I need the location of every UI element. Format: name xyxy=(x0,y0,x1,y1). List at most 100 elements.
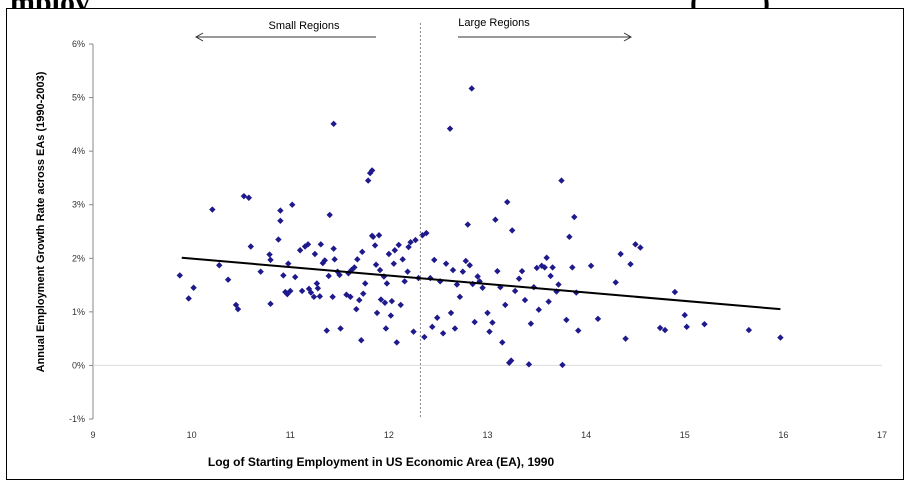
data-point xyxy=(571,213,578,221)
data-point xyxy=(304,241,312,248)
data-point xyxy=(245,194,253,201)
data-point xyxy=(442,260,450,267)
data-point xyxy=(559,361,566,369)
data-point xyxy=(391,247,398,254)
data-point xyxy=(587,262,595,269)
data-point xyxy=(423,229,430,237)
data-point xyxy=(405,243,412,251)
data-point xyxy=(777,334,784,341)
data-point xyxy=(280,272,287,279)
data-point xyxy=(492,216,499,223)
data-point xyxy=(240,192,248,200)
data-point xyxy=(316,293,324,300)
data-point xyxy=(330,120,337,128)
data-point xyxy=(446,125,454,132)
data-point xyxy=(745,326,753,334)
x-tick-label: 16 xyxy=(778,430,788,440)
data-point xyxy=(566,233,573,241)
data-point xyxy=(376,266,384,274)
data-point xyxy=(266,251,273,258)
data-point xyxy=(373,309,381,317)
data-point xyxy=(410,328,417,335)
data-point xyxy=(563,316,570,324)
data-point xyxy=(453,281,461,288)
data-point xyxy=(209,206,216,213)
data-point xyxy=(456,293,464,301)
data-point xyxy=(388,297,396,305)
data-point xyxy=(701,320,708,328)
data-point xyxy=(471,318,478,326)
data-point xyxy=(656,324,664,332)
data-point xyxy=(407,239,414,246)
data-point xyxy=(617,250,624,258)
data-point xyxy=(390,260,398,267)
data-point xyxy=(307,289,315,296)
data-point xyxy=(387,312,395,319)
data-point xyxy=(494,267,501,275)
data-point xyxy=(533,264,541,272)
x-axis-label: Log of Starting Employment in US Economi… xyxy=(208,455,555,469)
data-point xyxy=(337,325,344,332)
data-point xyxy=(325,272,332,280)
data-point xyxy=(385,250,393,258)
x-tick-label: 14 xyxy=(581,430,591,440)
data-point xyxy=(285,260,292,267)
data-point xyxy=(535,306,542,313)
data-point xyxy=(234,305,242,313)
chart-frame: -1% 0% 1% 2% 3% 4% 5% 6% 9 10 11 12 13 14 15 16 17 Log o… xyxy=(6,8,904,480)
data-point xyxy=(449,266,457,274)
data-point xyxy=(683,323,690,331)
data-point xyxy=(462,257,470,265)
data-point xyxy=(479,284,486,291)
chart-overlay xyxy=(181,23,781,419)
data-point xyxy=(296,247,304,254)
x-tick-label: 13 xyxy=(482,430,492,440)
data-point xyxy=(356,296,363,304)
data-point xyxy=(412,236,419,244)
data-point xyxy=(216,262,223,269)
annotation-large-regions: Large Regions xyxy=(458,17,530,29)
data-point xyxy=(459,268,467,275)
scatter-chart: -1% 0% 1% 2% 3% 4% 5% 6% 9 10 11 12 13 14 15 16 17 Log o… xyxy=(6,8,904,480)
data-point xyxy=(287,287,294,295)
x-tick-label: 10 xyxy=(187,430,197,440)
data-point xyxy=(382,325,390,332)
data-point xyxy=(661,326,669,334)
data-point xyxy=(508,227,516,234)
data-point xyxy=(622,335,629,342)
data-point xyxy=(681,311,688,319)
data-point xyxy=(395,241,402,249)
data-point xyxy=(381,299,389,306)
data-point xyxy=(277,207,284,214)
data-point xyxy=(311,250,319,258)
data-point xyxy=(313,280,321,287)
data-point xyxy=(594,315,602,323)
data-point xyxy=(372,261,380,268)
data-point xyxy=(185,295,192,302)
data-point xyxy=(401,278,408,285)
data-point xyxy=(451,325,459,332)
data-point xyxy=(190,284,197,291)
data-point xyxy=(612,279,619,286)
data-point xyxy=(419,232,426,239)
data-point xyxy=(545,298,552,305)
data-point xyxy=(439,330,447,337)
data-point xyxy=(359,248,366,256)
large-regions-arrow-head xyxy=(623,32,633,42)
data-point xyxy=(291,273,299,281)
data-point xyxy=(257,268,264,275)
y-tick-label: 4% xyxy=(72,146,85,156)
data-point xyxy=(317,241,325,248)
data-point xyxy=(527,320,535,327)
data-point xyxy=(421,333,428,341)
data-point xyxy=(543,254,550,261)
data-point xyxy=(369,233,377,241)
small-regions-arrow-head xyxy=(194,32,204,42)
axes: -1% 0% 1% 2% 3% 4% 5% 6% 9 10 11 12 13 14 15 16 17 xyxy=(69,39,887,440)
data-point xyxy=(468,85,475,92)
data-point xyxy=(397,301,404,309)
data-point xyxy=(637,244,644,251)
data-point xyxy=(569,264,576,271)
trend-line xyxy=(181,256,781,311)
data-point xyxy=(351,264,358,271)
